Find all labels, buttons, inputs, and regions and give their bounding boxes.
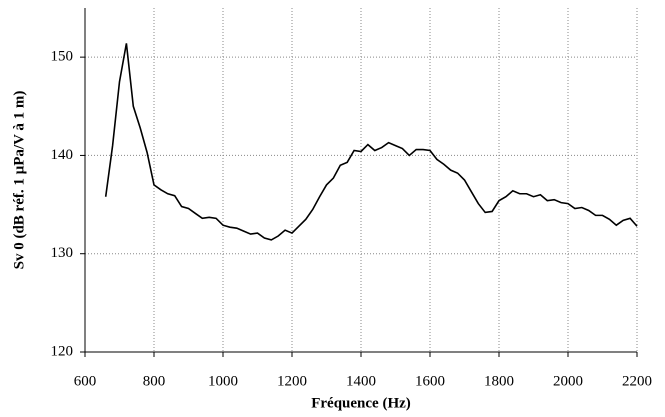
x-tick-label: 1000 (208, 373, 238, 389)
x-axis-title: Fréquence (Hz) (311, 395, 411, 411)
x-tick-label: 600 (74, 373, 97, 389)
x-tick-label: 2200 (622, 373, 652, 389)
x-tick-label: 1200 (277, 373, 307, 389)
x-tick-label: 1800 (484, 373, 514, 389)
x-tick-label: 1600 (415, 373, 445, 389)
x-tick-label: 800 (143, 373, 166, 389)
y-axis-title: Sv 0 (dB réf. 1 µPa/V à 1 m) (11, 91, 27, 270)
data-line (104, 43, 638, 241)
y-tick-label: 120 (51, 343, 74, 359)
y-tick-label: 130 (51, 245, 74, 261)
y-tick-label: 150 (51, 49, 74, 65)
x-tick-label: 2000 (553, 373, 583, 389)
y-tick-label: 140 (51, 147, 74, 163)
x-tick-label: 1400 (346, 373, 376, 389)
